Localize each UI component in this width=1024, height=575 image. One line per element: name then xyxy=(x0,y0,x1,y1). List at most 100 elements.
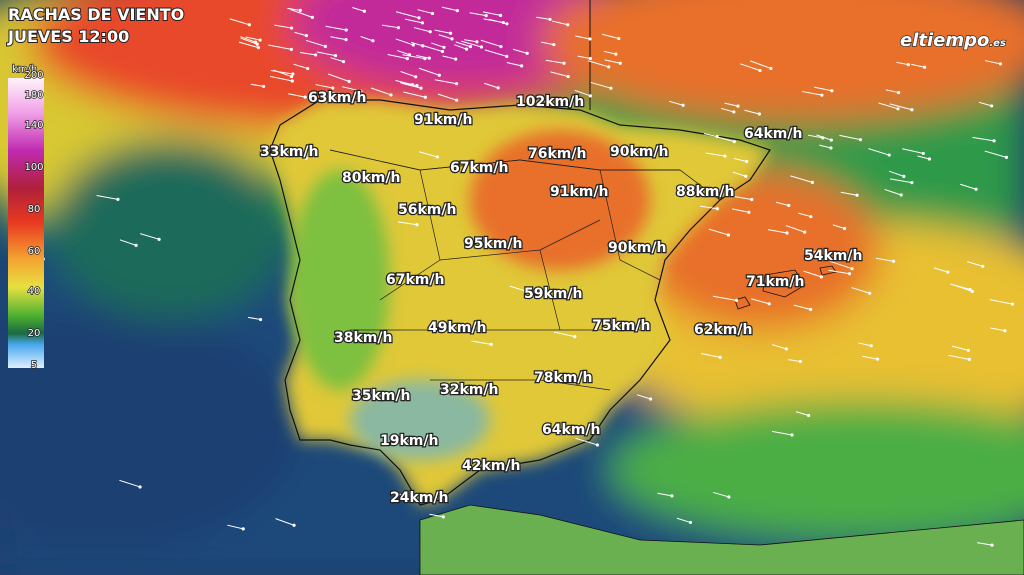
arrow xyxy=(948,354,970,360)
arrow xyxy=(250,83,264,87)
gust-label: 56km/h xyxy=(398,202,456,218)
arrow-head xyxy=(614,52,618,56)
arrow-head xyxy=(790,433,794,437)
hot-zone xyxy=(470,130,650,270)
arrow xyxy=(400,71,416,78)
arrow xyxy=(967,261,983,267)
arrow xyxy=(889,178,912,184)
arrow-head xyxy=(847,272,852,276)
arrow-head xyxy=(921,151,925,156)
arrow-head xyxy=(990,104,994,108)
arrow xyxy=(793,304,811,310)
arrow-head xyxy=(974,187,978,191)
arrow xyxy=(483,18,504,24)
arrow-head xyxy=(138,485,142,489)
arrow-head xyxy=(726,233,731,237)
logo[interactable]: eltiempo.es xyxy=(899,29,1007,52)
gust-label: 91km/h xyxy=(550,184,608,200)
arrow xyxy=(676,517,691,523)
arrow xyxy=(229,18,250,26)
arrow-head xyxy=(411,43,415,47)
arrow xyxy=(429,513,444,518)
arrow xyxy=(732,208,749,213)
arrow-head xyxy=(842,226,847,231)
arrow-head xyxy=(723,154,727,158)
arrow-head xyxy=(415,223,419,227)
arrow-head xyxy=(496,86,500,90)
arrow-head xyxy=(617,36,621,41)
arrow-head xyxy=(588,94,592,98)
arrow xyxy=(951,345,969,351)
arrow xyxy=(245,36,261,41)
arrow xyxy=(381,24,399,29)
arrow-head xyxy=(528,290,533,295)
arrow-head xyxy=(304,156,308,160)
arrow-head xyxy=(258,38,262,42)
arrow-head xyxy=(968,287,972,292)
arrow xyxy=(750,298,770,305)
arrow xyxy=(461,40,482,48)
gust-label: 32km/h xyxy=(440,382,498,398)
arrow xyxy=(721,107,734,113)
gust-label: 67km/h xyxy=(386,272,444,288)
arrow-head xyxy=(344,38,348,42)
arrow xyxy=(807,134,823,139)
arrow-head xyxy=(499,44,503,49)
arrow-head xyxy=(809,307,813,312)
logo-suffix[interactable]: .es xyxy=(989,37,1007,50)
arrow xyxy=(801,90,822,96)
arrow-head xyxy=(389,93,393,97)
arrow xyxy=(471,340,492,345)
arrow-head xyxy=(289,74,294,79)
arrow xyxy=(536,16,551,20)
arrow xyxy=(287,7,301,11)
arrow xyxy=(247,316,261,321)
arrow-head xyxy=(310,15,314,19)
arrow xyxy=(293,63,308,70)
arrow-head xyxy=(1003,329,1007,333)
arrow xyxy=(590,81,612,89)
arrow-head xyxy=(981,264,985,268)
arrow xyxy=(669,100,684,106)
arrow-head xyxy=(304,34,309,38)
arrow-head xyxy=(609,86,613,90)
arrow xyxy=(716,136,735,143)
arrow-head xyxy=(868,291,872,295)
arrow xyxy=(739,63,761,71)
arrow-head xyxy=(750,197,754,202)
gust-label: 76km/h xyxy=(528,146,586,162)
arrow-head xyxy=(505,54,509,58)
arrow-head xyxy=(291,72,295,76)
arrow-head xyxy=(927,157,932,161)
arrow xyxy=(788,359,801,362)
arrow xyxy=(712,295,737,301)
wind-arrows xyxy=(24,6,1015,547)
arrow xyxy=(96,195,119,200)
arrow xyxy=(803,270,822,278)
arrow xyxy=(315,84,333,89)
arrow-head xyxy=(785,231,789,235)
arrow-head xyxy=(475,40,479,44)
arrow xyxy=(862,355,878,360)
logo-name[interactable]: eltiempo xyxy=(899,29,990,52)
arrow-head xyxy=(405,57,409,61)
arrow-head xyxy=(552,42,556,47)
arrow-head xyxy=(440,49,445,54)
province-lines xyxy=(329,149,680,391)
arrow xyxy=(330,57,344,63)
arrow xyxy=(795,411,809,416)
arrow xyxy=(884,188,902,196)
arrow xyxy=(402,83,422,89)
arrow-head xyxy=(562,61,566,65)
arrow xyxy=(288,93,306,98)
arrow-head xyxy=(258,317,263,322)
arrow xyxy=(875,257,894,262)
arrow xyxy=(984,60,1001,65)
arrow xyxy=(885,89,899,94)
arrow xyxy=(403,91,426,98)
arrow xyxy=(387,54,408,60)
arrow xyxy=(305,39,326,47)
arrow-head xyxy=(116,197,120,201)
gust-label: 24km/h xyxy=(390,490,448,506)
arrow xyxy=(960,183,977,190)
